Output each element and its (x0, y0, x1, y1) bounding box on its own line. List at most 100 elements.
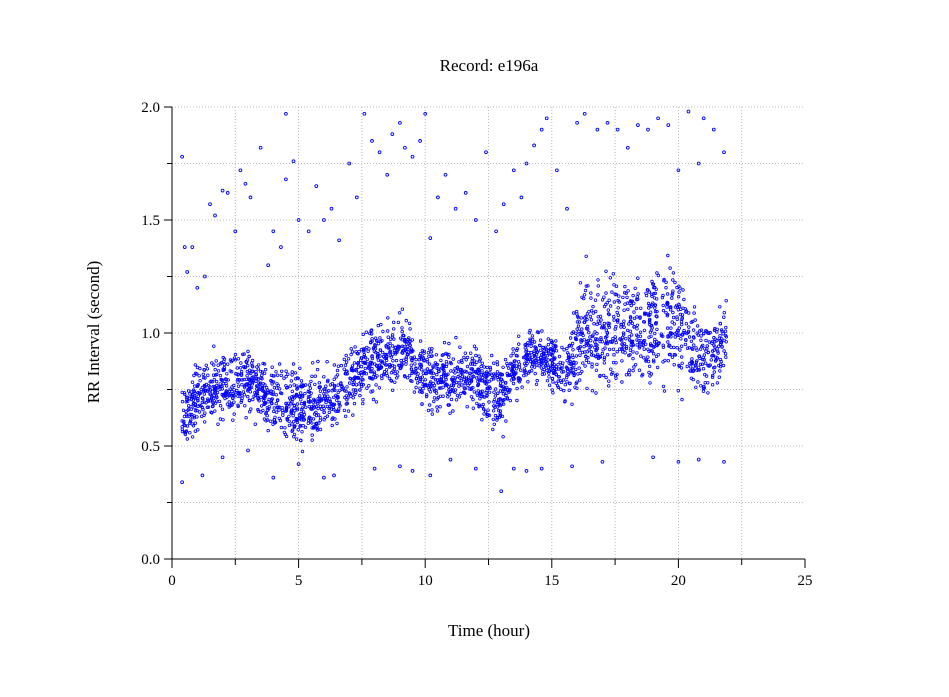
data-point (435, 362, 439, 367)
data-point (718, 322, 722, 326)
data-point (547, 369, 551, 373)
data-point (624, 291, 628, 295)
data-point-outlier (314, 184, 319, 188)
data-point (587, 360, 591, 365)
data-point (201, 397, 205, 401)
data-point-outlier (453, 206, 458, 211)
data-point (206, 388, 210, 392)
data-point (264, 419, 268, 423)
data-point (549, 358, 554, 362)
data-point (661, 343, 665, 347)
data-point (464, 380, 468, 384)
data-point (492, 372, 496, 376)
data-point (644, 342, 648, 346)
data-point (216, 369, 221, 373)
data-point (492, 400, 496, 404)
data-point (408, 339, 412, 343)
data-point (628, 316, 633, 320)
data-point (594, 348, 598, 353)
data-point-outlier (213, 213, 217, 218)
data-point (550, 388, 554, 392)
data-point (447, 388, 451, 392)
data-point (512, 377, 516, 381)
data-point (552, 370, 556, 375)
data-point (315, 367, 320, 372)
data-point (602, 355, 607, 360)
data-point (294, 437, 299, 441)
data-point-outlier (656, 116, 660, 121)
data-point (477, 354, 481, 358)
data-point (361, 398, 365, 402)
data-point (654, 314, 658, 318)
data-point-outlier (625, 145, 630, 150)
data-point (287, 419, 291, 423)
data-point (666, 334, 670, 338)
data-point (652, 296, 657, 300)
data-point (616, 318, 620, 322)
data-point (245, 363, 250, 368)
data-point (501, 398, 505, 403)
data-point (542, 372, 547, 376)
data-point (221, 355, 225, 360)
data-point (689, 360, 693, 364)
data-point (670, 293, 674, 297)
data-point (210, 380, 215, 384)
data-point (544, 363, 548, 368)
data-point (295, 420, 300, 425)
data-point (318, 416, 323, 420)
data-point (598, 314, 603, 319)
data-point (509, 378, 514, 382)
data-point (676, 389, 680, 393)
data-point (302, 401, 306, 406)
data-point (311, 417, 316, 421)
data-point (339, 363, 343, 368)
data-point (530, 337, 535, 342)
data-point (407, 321, 412, 326)
data-point (646, 347, 650, 351)
data-point (295, 402, 300, 406)
x-tick-label: 5 (295, 573, 303, 589)
data-point (702, 384, 706, 389)
data-point (611, 272, 615, 276)
data-point (454, 335, 458, 340)
data-point (371, 389, 375, 393)
data-point (653, 306, 657, 310)
data-point (257, 399, 261, 403)
data-point-outlier (225, 191, 230, 195)
data-point (283, 426, 287, 430)
data-point (291, 394, 296, 398)
data-point (427, 388, 431, 392)
data-point (718, 362, 723, 367)
data-point (723, 333, 728, 338)
data-point (250, 365, 255, 369)
data-point (707, 331, 711, 336)
data-point (495, 360, 499, 364)
data-point (481, 373, 486, 377)
data-point-outlier (248, 195, 253, 200)
data-point (232, 400, 236, 404)
data-point (584, 254, 588, 258)
data-point (699, 384, 703, 388)
data-point (395, 350, 399, 354)
data-point (354, 390, 358, 394)
data-point (319, 407, 324, 411)
data-point (664, 280, 668, 284)
data-point (451, 409, 455, 413)
data-point (191, 424, 196, 428)
data-point (210, 411, 214, 415)
data-point (265, 414, 269, 418)
data-point (229, 360, 233, 364)
data-point-outlier (696, 457, 701, 462)
data-point (670, 296, 674, 300)
data-point (426, 351, 431, 355)
data-point (515, 398, 519, 403)
data-point (687, 346, 691, 350)
data-point (321, 404, 325, 408)
data-point (306, 389, 310, 394)
data-point-outlier (636, 123, 640, 127)
data-point-outlier (398, 464, 402, 469)
data-point (503, 381, 508, 385)
data-point (675, 315, 679, 319)
data-point (390, 388, 395, 392)
data-point (628, 348, 633, 352)
